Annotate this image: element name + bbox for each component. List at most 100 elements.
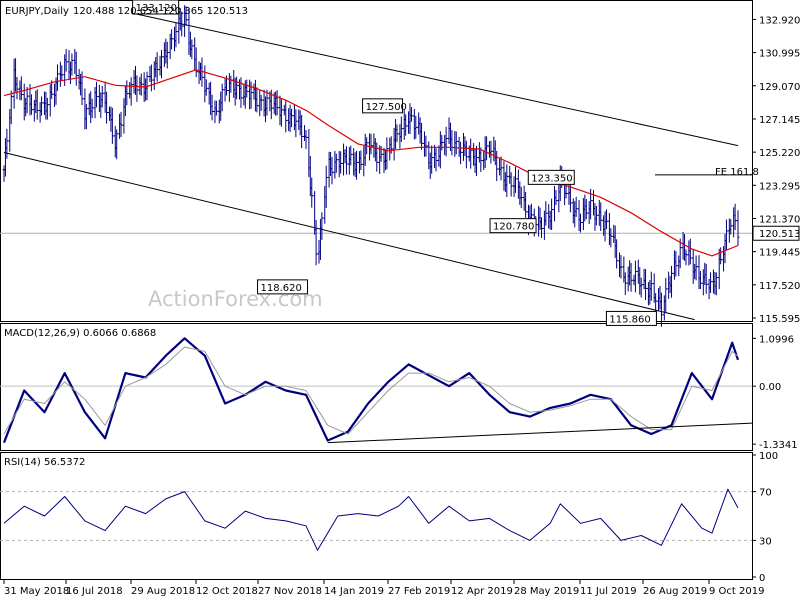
ohlc-bar: [385, 137, 389, 170]
rsi-plot: [0, 488, 752, 551]
ohlc-bar: [434, 148, 438, 172]
ohlc-bar: [294, 109, 298, 138]
ohlc-bar: [659, 292, 663, 327]
ohlc-bar: [605, 209, 609, 230]
ohlc-bar: [40, 96, 44, 116]
ohlc-bar: [359, 150, 363, 171]
macd-tick-label: 0.00: [759, 382, 781, 393]
x-tick-label: 9 Oct 2019: [709, 586, 764, 597]
ohlc-bar: [170, 29, 174, 50]
pivot-label: 123.350: [527, 169, 575, 185]
ohlc-bar: [255, 87, 259, 113]
ohlc-bar: [399, 116, 403, 142]
macd-title: MACD(12,26,9) 0.6066 0.6868: [4, 328, 156, 339]
price-tick-label: 115.595: [759, 314, 800, 325]
ohlc-bar: [259, 95, 263, 111]
ohlc-bar: [684, 249, 688, 266]
ohlc-bar: [284, 100, 288, 133]
ohlc-bar: [599, 202, 603, 232]
rsi-tick-label: 30: [759, 536, 772, 547]
ohlc-bar: [70, 53, 74, 76]
ohlc-bar: [200, 57, 204, 87]
ohlc-bar: [55, 64, 59, 91]
ohlc-bar: [344, 146, 348, 175]
ohlc-bar: [15, 76, 19, 100]
ohlc-bar: [719, 247, 723, 265]
ohlc-bar: [35, 89, 39, 120]
ohlc-bar: [704, 263, 708, 294]
ohlc-bar: [214, 100, 218, 116]
ohlc-bar: [519, 186, 523, 209]
ohlc-bar: [644, 269, 648, 300]
macd-tick-label: 1.0996: [759, 334, 794, 345]
macd-line: [2, 337, 740, 444]
ohlc-bar: [454, 131, 458, 155]
x-tick-label: 26 Aug 2019: [643, 586, 707, 597]
ohlc-bar: [469, 138, 473, 169]
ohlc-bar: [395, 124, 399, 143]
pivot-label-text: 123.350: [531, 173, 572, 184]
pivot-label-box: [527, 169, 575, 185]
rsi-tick-label: 70: [759, 488, 772, 499]
ohlc-bar: [159, 50, 163, 79]
ohlc-bar: [568, 182, 572, 213]
ohlc-bar: [235, 76, 239, 100]
ohlc-bar: [304, 130, 308, 149]
ohlc-bar: [194, 47, 198, 78]
pivot-label: 115.860: [605, 310, 657, 326]
x-tick-label: 11 Jul 2019: [580, 586, 637, 597]
pivot-label-text: 120.780: [493, 222, 534, 233]
price-tick-label: 121.370: [759, 214, 800, 225]
ohlc-bar: [190, 39, 194, 60]
ohlc-bar: [505, 164, 509, 197]
ohlc-bar: [509, 172, 513, 197]
pivot-label: 127.500: [362, 98, 407, 114]
ohlc-bar: [29, 94, 33, 115]
macd-plot: [0, 337, 753, 444]
ohlc-bar: [330, 156, 334, 185]
ohlc-bar: [184, 6, 188, 26]
ohlc-bar: [94, 81, 98, 108]
ohlc-bar: [324, 165, 328, 209]
x-tick-label: 31 May 2018: [4, 586, 69, 597]
ohlc-bar: [524, 191, 528, 218]
ohlc-bar: [239, 77, 243, 108]
pivot-label-box: [257, 279, 309, 295]
x-tick-label: 29 Aug 2018: [131, 586, 195, 597]
ohlc-bar: [539, 217, 543, 238]
ohlc-bar: [155, 52, 159, 82]
ohlc-bar: [290, 108, 294, 128]
ohlc-bar: [698, 271, 702, 289]
x-tick-label: 12 Apr 2019: [451, 586, 513, 597]
ohlc-bar: [489, 140, 493, 164]
rsi-tick-label: 0: [759, 573, 765, 584]
pivot-label-box: [605, 310, 657, 326]
price-tick-label: 123.295: [759, 181, 800, 192]
ohlc-bar: [129, 77, 133, 106]
axes: 132.920 130.995 129.070 127.145 125.220 123.2…: [3, 15, 800, 597]
x-tick-label: 12 Oct 2018: [196, 586, 258, 597]
ohlc-bar: [165, 41, 169, 69]
ohlc-bar: [639, 277, 643, 298]
ohlc-bar: [584, 199, 588, 220]
pivot-label: 118.620: [257, 279, 309, 295]
x-tick-label: 16 Jul 2018: [66, 586, 123, 597]
price-tick-label: 125.220: [759, 148, 800, 159]
ohlc-bar: [310, 177, 314, 208]
price-plot: 133.120 127.500 123.350 120.780 118.620 115.8…: [0, 0, 752, 327]
rsi-tick-label: 100: [759, 451, 778, 462]
macd-trendline: [327, 422, 753, 444]
ohlc-bar: [19, 76, 23, 101]
ohlc-bar: [619, 255, 623, 279]
rsi-line: [3, 488, 739, 551]
ohlc-bar: [90, 98, 94, 119]
ohlc-bar: [369, 133, 373, 155]
ohlc-bar: [275, 90, 279, 116]
ohlc-bar: [349, 145, 353, 166]
ohlc-bar: [664, 277, 668, 313]
ohlc-bar: [314, 219, 318, 266]
ohlc-bar: [499, 156, 503, 181]
ohlc-bar: [320, 212, 324, 240]
moving-average-line: [3, 69, 739, 257]
